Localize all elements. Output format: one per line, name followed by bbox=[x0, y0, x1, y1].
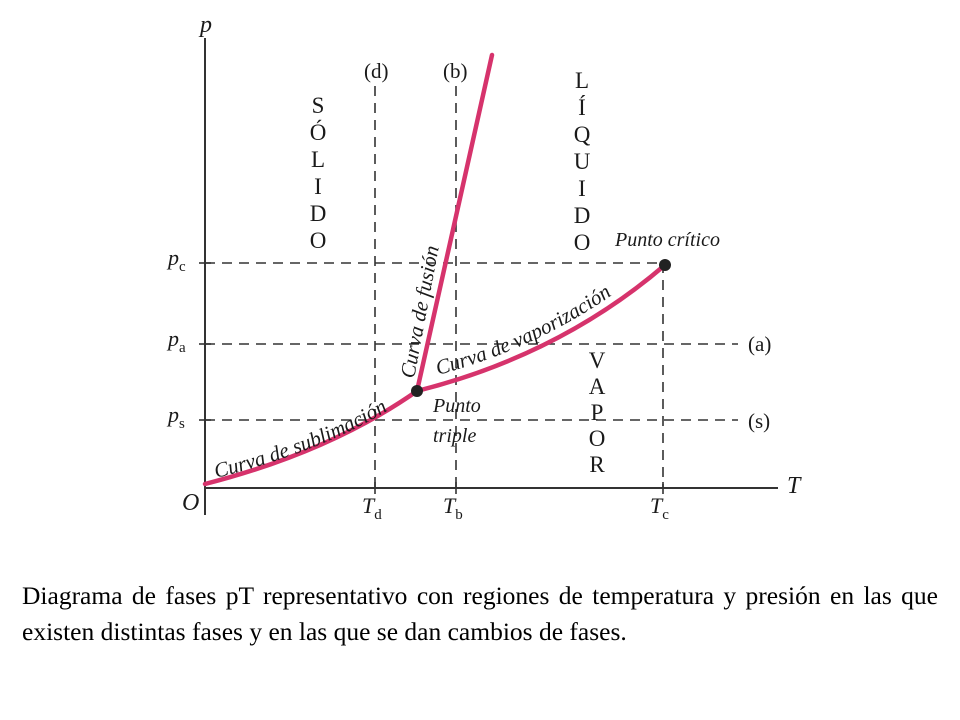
triple-point-label-line2: triple bbox=[433, 425, 476, 447]
process-label-a: (a) bbox=[748, 332, 771, 356]
y-axis-label: p bbox=[198, 12, 212, 38]
svg-text:A: A bbox=[589, 374, 606, 399]
tick-label-tc: Tc bbox=[650, 493, 669, 523]
process-label-d: (d) bbox=[364, 59, 389, 83]
svg-text:Í: Í bbox=[578, 95, 586, 120]
vaporization-curve-label: Curva de vaporización bbox=[433, 279, 615, 380]
svg-text:O: O bbox=[310, 228, 327, 253]
svg-text:Ó: Ó bbox=[310, 119, 327, 145]
svg-text:Q: Q bbox=[574, 122, 591, 147]
svg-text:V: V bbox=[589, 348, 606, 373]
tick-label-pc: pc bbox=[166, 245, 186, 275]
fusion-curve bbox=[414, 52, 495, 394]
x-axis-label: T bbox=[787, 473, 802, 499]
svg-text:P: P bbox=[591, 400, 604, 425]
vaporization-curve bbox=[414, 262, 668, 394]
figure-caption: Diagrama de fases pT representativo con … bbox=[22, 581, 938, 646]
svg-text:L: L bbox=[311, 147, 325, 172]
region-solid: S Ó L I D O bbox=[310, 93, 327, 253]
svg-text:U: U bbox=[574, 149, 591, 174]
phase-diagram: p T O pc pa ps Td Tb Tc (d) (b) (a) (s) … bbox=[166, 12, 802, 523]
process-label-b: (b) bbox=[443, 59, 468, 83]
svg-text:D: D bbox=[574, 203, 591, 228]
svg-text:I: I bbox=[314, 174, 322, 199]
phase-diagram-svg: p T O pc pa ps Td Tb Tc (d) (b) (a) (s) … bbox=[166, 12, 802, 523]
svg-text:I: I bbox=[578, 176, 586, 201]
svg-text:S: S bbox=[312, 93, 325, 118]
critical-point-label: Punto crítico bbox=[614, 229, 720, 251]
critical-point bbox=[659, 259, 671, 271]
origin-label: O bbox=[182, 490, 199, 516]
tick-label-pa: pa bbox=[166, 326, 186, 356]
svg-text:R: R bbox=[589, 452, 605, 477]
sublimation-curve bbox=[202, 388, 420, 487]
process-label-s: (s) bbox=[748, 409, 770, 433]
tick-label-tb: Tb bbox=[443, 493, 463, 523]
tick-label-ps: ps bbox=[166, 402, 185, 432]
region-vapor: V A P O R bbox=[589, 348, 606, 477]
svg-text:L: L bbox=[575, 68, 589, 93]
svg-text:O: O bbox=[589, 426, 606, 451]
tick-label-td: Td bbox=[362, 493, 382, 523]
svg-text:O: O bbox=[574, 230, 591, 255]
svg-text:D: D bbox=[310, 201, 327, 226]
region-liquid: L Í Q U I D O bbox=[574, 68, 591, 255]
sublimation-curve-label: Curva de sublimación bbox=[211, 394, 390, 483]
triple-point-label-line1: Punto bbox=[432, 395, 481, 417]
triple-point bbox=[411, 385, 423, 397]
